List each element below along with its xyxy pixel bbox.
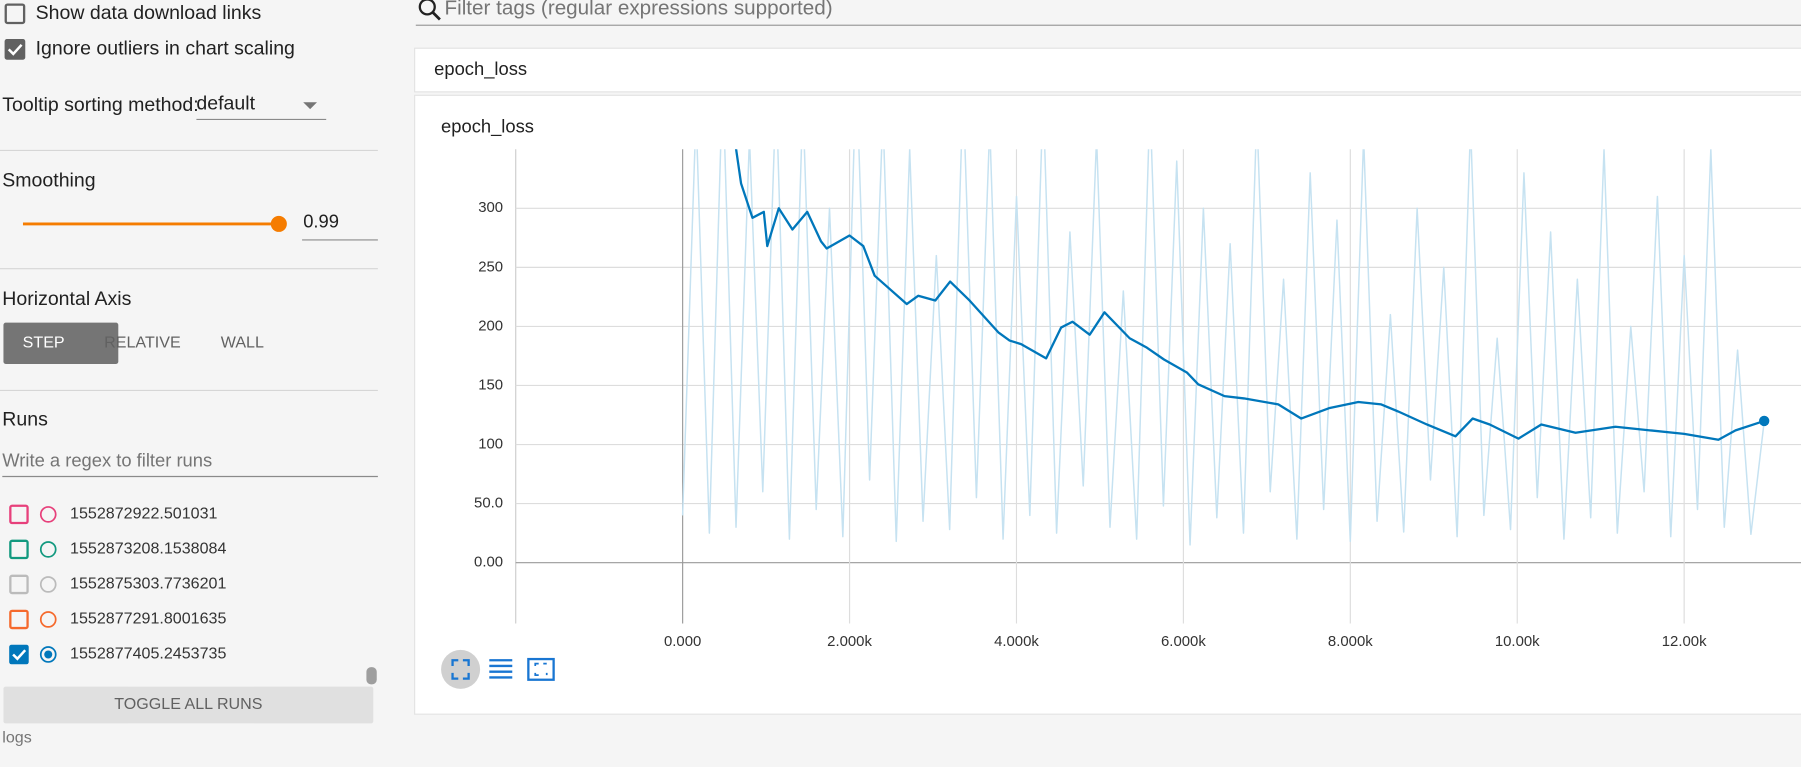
checkmark[interactable]: [7, 43, 23, 56]
series-line: [681, 149, 1765, 546]
run-color-radio[interactable]: [39, 576, 57, 593]
search-icon: [432, 11, 441, 21]
run-name[interactable]: 1552872922.501031: [70, 505, 217, 523]
checkbox-label[interactable]: Ignore outliers in chart scaling: [36, 38, 295, 60]
tooltip-label: Tooltip sorting method:: [2, 94, 198, 116]
checkbox[interactable]: [9, 539, 29, 560]
chart-card: [414, 94, 1801, 715]
checkbox[interactable]: [9, 504, 29, 525]
run-color-radio[interactable]: [39, 506, 57, 523]
y-tick-label: 200: [478, 317, 503, 334]
run-color-radio[interactable]: [39, 611, 57, 628]
x-tick-label: 0.000: [664, 633, 701, 650]
y-tick-label: 250: [478, 258, 503, 275]
y-tick-label: 100: [478, 435, 503, 452]
fit-domain-button[interactable]: [441, 649, 481, 689]
search-icon: [418, 0, 436, 16]
download-icon[interactable]: [534, 662, 548, 677]
tooltip-dropdown[interactable]: default: [196, 93, 255, 115]
download-button[interactable]: [527, 657, 555, 681]
checkbox[interactable]: [9, 644, 29, 665]
runs-label: Runs: [2, 408, 48, 430]
footer-logdir: logs: [2, 729, 31, 747]
slider-thumb[interactable]: [270, 215, 287, 232]
checkmark[interactable]: [12, 649, 27, 661]
plot-area: [681, 149, 1765, 546]
axis-option-label[interactable]: STEP: [23, 334, 65, 352]
x-tick-label: 2.000k: [827, 633, 872, 650]
axis-option-label[interactable]: WALL: [221, 334, 264, 352]
y-tick-label: 150: [478, 376, 503, 393]
axis-option-label[interactable]: RELATIVE: [104, 334, 181, 352]
toggle-button-label[interactable]: TOGGLE ALL RUNS: [114, 695, 262, 713]
horizontal-axis-label: Horizontal Axis: [2, 288, 131, 310]
fit-icon[interactable]: [451, 659, 470, 680]
run-name[interactable]: 1552873208.1538084: [70, 540, 226, 558]
checkbox[interactable]: [4, 39, 26, 60]
tag-filter[interactable]: Filter tags (regular expressions support…: [445, 0, 833, 20]
checkbox[interactable]: [9, 574, 29, 595]
y-tick-label: 50.0: [474, 495, 503, 512]
y-tick-label: 300: [478, 199, 503, 216]
scrollbar-thumb[interactable]: [366, 667, 377, 685]
run-name[interactable]: 1552875303.7736201: [70, 575, 226, 593]
y-tick-label: 0.00: [474, 554, 503, 571]
last-point: [1759, 415, 1770, 427]
smoothing-label: Smoothing: [2, 170, 95, 192]
sidebar: Tooltip sorting method: default Smoothin…: [0, 93, 378, 747]
run-color-radio-dot[interactable]: [44, 650, 53, 659]
smoothing-input[interactable]: 0.99: [303, 211, 339, 232]
run-color-radio[interactable]: [39, 646, 57, 663]
card-header-title[interactable]: epoch_loss: [434, 58, 527, 80]
chart-title: epoch_loss: [441, 115, 534, 137]
x-tick-label: 10.00k: [1495, 633, 1540, 650]
runs-filter[interactable]: Write a regex to filter runs: [2, 449, 212, 470]
log-scale-button[interactable]: [489, 659, 513, 679]
run-color-radio[interactable]: [39, 541, 57, 558]
x-tick-label: 8.000k: [1328, 633, 1373, 650]
dropdown-arrow[interactable]: [303, 102, 318, 110]
x-tick-label: 6.000k: [1161, 633, 1206, 650]
run-name[interactable]: 1552877291.8001635: [70, 610, 226, 628]
toggle-button[interactable]: [3, 686, 374, 724]
checkbox-label[interactable]: Show data download links: [36, 2, 262, 24]
series-line: [734, 149, 1765, 441]
x-tick-label: 12.00k: [1662, 633, 1707, 650]
checkbox[interactable]: [4, 3, 26, 25]
x-tick-label: 4.000k: [994, 633, 1039, 650]
run-name[interactable]: 1552877405.2453735: [70, 645, 226, 663]
card-header[interactable]: [414, 47, 1801, 93]
checkbox[interactable]: [9, 609, 29, 630]
axis-option-button[interactable]: [3, 322, 119, 364]
